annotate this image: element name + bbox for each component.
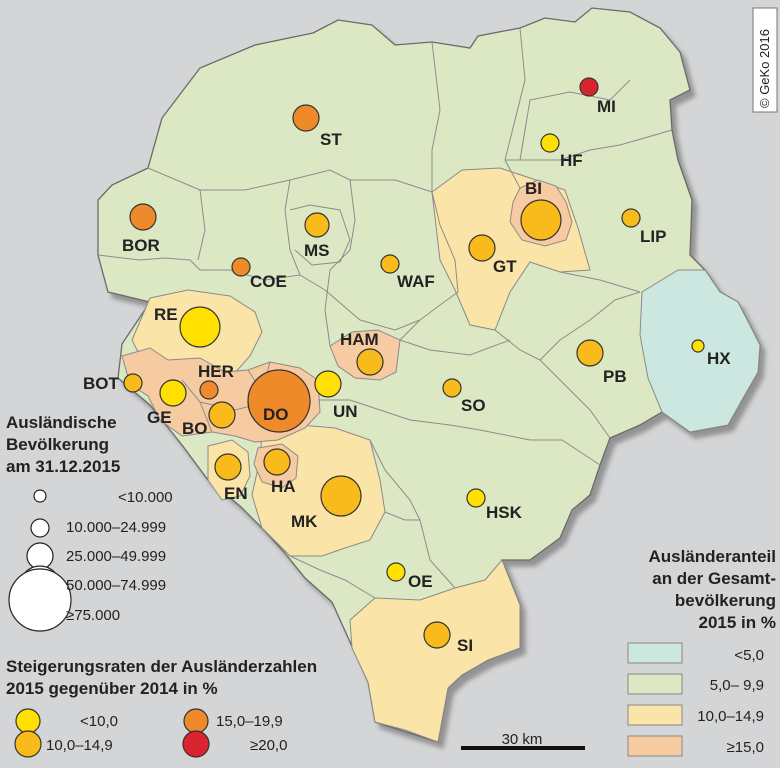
legend-population-item-3: 25.000–49.999 <box>66 548 166 565</box>
symbol-oe <box>386 562 406 582</box>
symbol-so <box>442 378 462 398</box>
copyright: © GeKo 2016 <box>752 7 778 113</box>
symbol-un <box>314 370 342 398</box>
label-bor: BOR <box>122 236 160 255</box>
scale-label: 30 km <box>502 731 543 748</box>
label-bot: BOT <box>83 374 120 393</box>
label-ge: GE <box>147 408 172 427</box>
label-gt: GT <box>493 257 517 276</box>
label-mk: MK <box>291 512 318 531</box>
symbol-ge <box>159 379 187 407</box>
label-bo: BO <box>182 419 208 438</box>
legend-growth-item-1: <10,0 <box>80 713 118 730</box>
legend-share: Ausländeranteil an der Gesamt- bevölkeru… <box>627 547 777 757</box>
label-bi: BI <box>525 179 542 198</box>
legend-population-item-1: <10.000 <box>118 489 173 506</box>
symbol-hx <box>691 339 705 353</box>
district-symbols <box>123 77 705 649</box>
state-area <box>97 7 761 743</box>
legend-population-title-1: Ausländische <box>6 413 117 432</box>
label-coe: COE <box>250 272 287 291</box>
label-si: SI <box>457 636 473 655</box>
legend-growth-item-3: 15,0–19,9 <box>216 713 283 730</box>
legend-population-title-3: am 31.12.2015 <box>6 457 120 476</box>
symbol-ha <box>263 448 291 476</box>
legend-growth-title-1: Steigerungsraten der Ausländerzahlen <box>6 657 317 676</box>
legend-population-item-5: ≥75.000 <box>66 607 120 624</box>
label-ha: HA <box>271 477 296 496</box>
symbol-mk <box>320 475 362 517</box>
legend-growth-item-4: ≥20,0 <box>250 737 287 754</box>
symbol-pb <box>576 339 604 367</box>
legend-share-item-2: 5,0– 9,9 <box>710 677 764 694</box>
symbol-do <box>247 369 311 433</box>
district-labels: ST BOR COE MS WAF MI HF BI GT LIP HX RE … <box>83 97 731 655</box>
label-oe: OE <box>408 572 433 591</box>
legend-share-item-3: 10,0–14,9 <box>697 708 764 725</box>
label-pb: PB <box>603 367 627 386</box>
symbol-her <box>199 380 219 400</box>
symbol-en <box>214 453 242 481</box>
label-hsk: HSK <box>486 503 523 522</box>
symbol-ham <box>356 348 384 376</box>
label-re: RE <box>154 305 178 324</box>
legend-population-item-4: 50.000–74.999 <box>66 577 166 594</box>
symbol-bor <box>129 203 157 231</box>
label-st: ST <box>320 130 342 149</box>
symbol-ms <box>304 212 330 238</box>
symbol-re <box>179 306 221 348</box>
symbol-hf <box>540 133 560 153</box>
label-her: HER <box>198 362 234 381</box>
scale-bar: 30 km <box>461 731 585 750</box>
legend-population-item-2: 10.000–24.999 <box>66 519 166 536</box>
legend-share-item-1: <5,0 <box>734 647 764 664</box>
label-en: EN <box>224 484 248 503</box>
label-un: UN <box>333 402 358 421</box>
label-ham: HAM <box>340 330 379 349</box>
label-hf: HF <box>560 151 583 170</box>
symbol-bi <box>520 199 562 241</box>
label-do: DO <box>263 405 289 424</box>
legend-growth-title-2: 2015 gegenüber 2014 in % <box>6 679 218 698</box>
label-waf: WAF <box>397 272 435 291</box>
symbol-bo <box>208 401 236 429</box>
legend-population-title-2: Bevölkerung <box>6 435 109 454</box>
legend-growth-item-2: 10,0–14,9 <box>46 737 113 754</box>
symbol-bot <box>123 373 143 393</box>
district-boundaries <box>97 27 673 599</box>
legend-share-title-4: 2015 in % <box>699 613 777 632</box>
symbol-mi <box>579 77 599 97</box>
symbol-hsk <box>466 488 486 508</box>
label-so: SO <box>461 396 486 415</box>
label-hx: HX <box>707 349 731 368</box>
symbol-waf <box>380 254 400 274</box>
legend-share-title-2: an der Gesamt- <box>652 569 776 588</box>
copyright-text: © GeKo 2016 <box>757 29 772 108</box>
label-mi: MI <box>597 97 616 116</box>
label-lip: LIP <box>640 227 666 246</box>
legend-share-item-4: ≥15,0 <box>727 739 764 756</box>
legend-growth: Steigerungsraten der Ausländerzahlen 201… <box>6 657 317 758</box>
symbol-gt <box>468 234 496 262</box>
symbol-lip <box>621 208 641 228</box>
legend-share-title-1: Ausländeranteil <box>648 547 776 566</box>
legend-population: Ausländische Bevölkerung am 31.12.2015 <… <box>6 413 173 632</box>
legend-share-title-3: bevölkerung <box>675 591 776 610</box>
label-ms: MS <box>304 241 330 260</box>
area-si <box>349 559 521 743</box>
symbol-st <box>292 104 320 132</box>
symbol-si <box>423 621 451 649</box>
symbol-coe <box>231 257 251 277</box>
